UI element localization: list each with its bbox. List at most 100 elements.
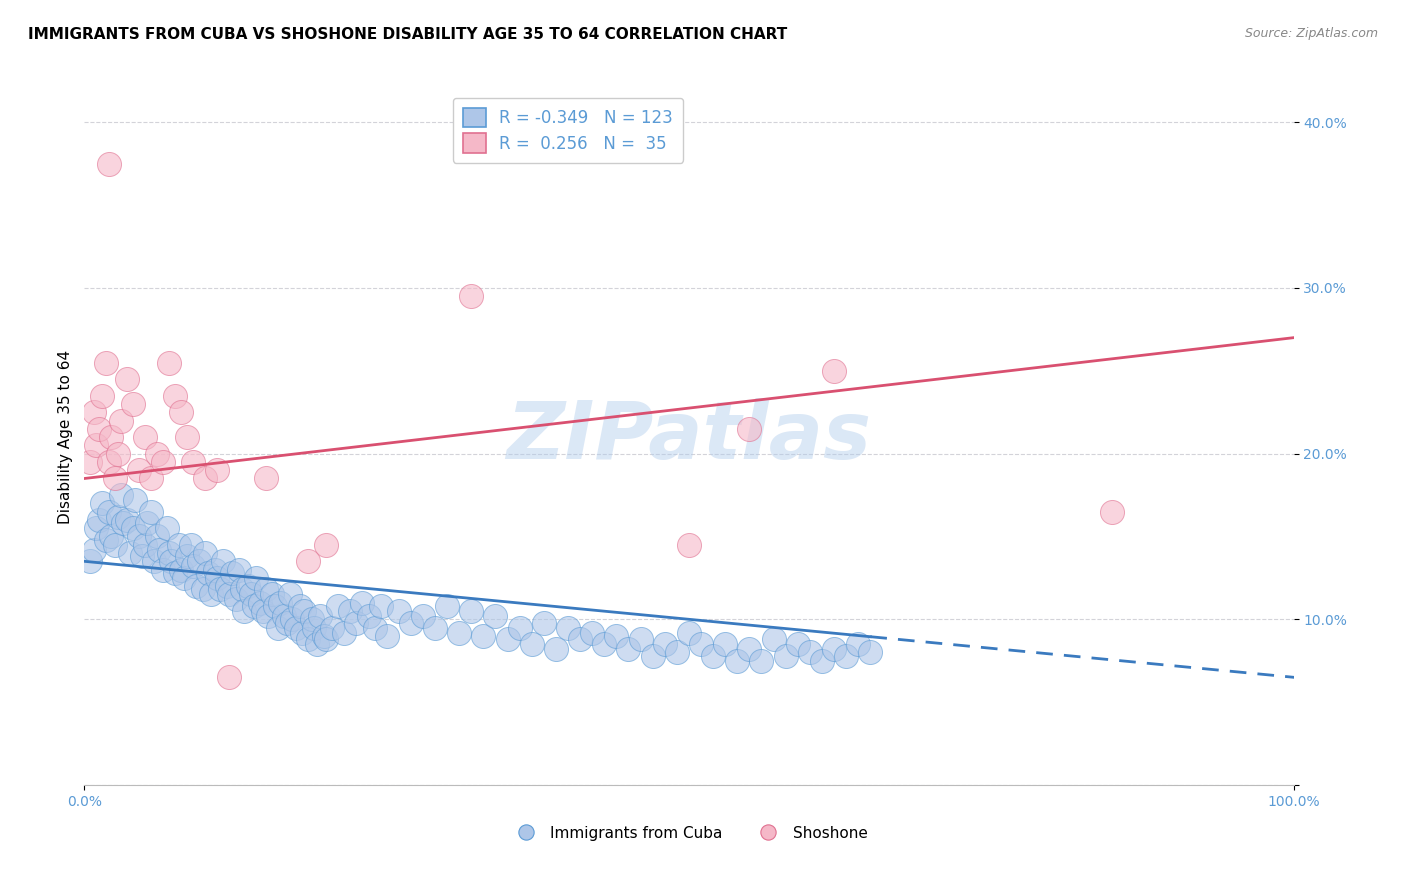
Point	[79, 455, 101, 469]
Point	[112, 516, 135, 531]
Point	[520, 637, 543, 651]
Point	[423, 621, 446, 635]
Point	[569, 632, 592, 647]
Point	[544, 642, 567, 657]
Point	[79, 554, 101, 568]
Point	[375, 629, 398, 643]
Point	[194, 471, 217, 485]
Point	[593, 637, 616, 651]
Point	[107, 447, 129, 461]
Point	[233, 604, 256, 618]
Point	[859, 645, 882, 659]
Point	[94, 533, 117, 547]
Point	[267, 621, 290, 635]
Point	[823, 364, 845, 378]
Point	[167, 538, 190, 552]
Point	[315, 538, 337, 552]
Point	[184, 579, 207, 593]
Text: ZIPatlas: ZIPatlas	[506, 398, 872, 476]
Point	[509, 621, 531, 635]
Point	[207, 463, 229, 477]
Point	[191, 582, 214, 597]
Point	[110, 413, 132, 427]
Point	[305, 637, 328, 651]
Legend: Immigrants from Cuba, Shoshone: Immigrants from Cuba, Shoshone	[505, 820, 873, 847]
Point	[221, 566, 243, 580]
Point	[460, 604, 482, 618]
Point	[146, 447, 169, 461]
Point	[157, 546, 180, 560]
Point	[124, 493, 146, 508]
Point	[139, 471, 162, 485]
Point	[297, 554, 319, 568]
Point	[121, 397, 143, 411]
Point	[136, 516, 159, 531]
Point	[641, 648, 664, 663]
Point	[276, 615, 298, 630]
Point	[128, 529, 150, 543]
Point	[231, 582, 253, 597]
Point	[630, 632, 652, 647]
Point	[273, 609, 295, 624]
Point	[811, 654, 834, 668]
Point	[218, 670, 240, 684]
Point	[254, 471, 277, 485]
Point	[215, 579, 238, 593]
Point	[83, 542, 105, 557]
Point	[165, 389, 187, 403]
Point	[357, 609, 380, 624]
Point	[617, 642, 640, 657]
Point	[257, 609, 280, 624]
Point	[86, 521, 108, 535]
Point	[738, 642, 761, 657]
Point	[264, 599, 287, 613]
Point	[94, 355, 117, 369]
Point	[173, 571, 195, 585]
Point	[312, 629, 335, 643]
Point	[254, 582, 277, 597]
Point	[87, 422, 110, 436]
Point	[846, 637, 869, 651]
Point	[321, 621, 343, 635]
Point	[152, 563, 174, 577]
Point	[725, 654, 748, 668]
Point	[533, 615, 555, 630]
Point	[751, 654, 773, 668]
Point	[460, 289, 482, 303]
Point	[91, 389, 114, 403]
Point	[86, 438, 108, 452]
Point	[148, 542, 170, 557]
Point	[181, 455, 204, 469]
Point	[100, 430, 122, 444]
Point	[160, 554, 183, 568]
Point	[200, 587, 222, 601]
Point	[328, 599, 350, 613]
Point	[302, 621, 325, 635]
Point	[260, 587, 283, 601]
Point	[823, 642, 845, 657]
Point	[436, 599, 458, 613]
Point	[496, 632, 519, 647]
Point	[176, 549, 198, 564]
Point	[1101, 505, 1123, 519]
Point	[131, 549, 153, 564]
Point	[245, 571, 267, 585]
Point	[294, 604, 316, 618]
Point	[115, 513, 138, 527]
Point	[208, 582, 231, 597]
Point	[678, 538, 700, 552]
Point	[212, 554, 235, 568]
Point	[285, 621, 308, 635]
Text: IMMIGRANTS FROM CUBA VS SHOSHONE DISABILITY AGE 35 TO 64 CORRELATION CHART: IMMIGRANTS FROM CUBA VS SHOSHONE DISABIL…	[28, 27, 787, 42]
Point	[155, 521, 177, 535]
Point	[291, 625, 314, 640]
Point	[91, 496, 114, 510]
Point	[176, 430, 198, 444]
Point	[97, 455, 120, 469]
Point	[333, 625, 356, 640]
Point	[363, 621, 385, 635]
Point	[83, 405, 105, 419]
Point	[281, 612, 304, 626]
Y-axis label: Disability Age 35 to 64: Disability Age 35 to 64	[58, 350, 73, 524]
Point	[309, 609, 332, 624]
